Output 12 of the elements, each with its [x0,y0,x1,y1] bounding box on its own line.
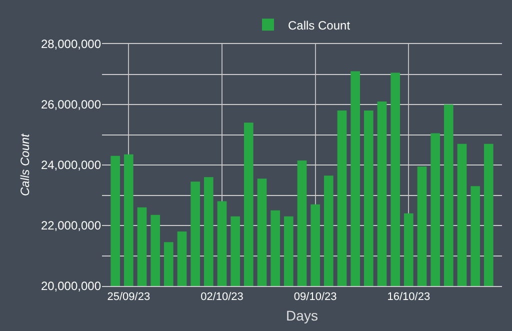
legend-label: Calls Count [288,18,351,32]
y-axis-title: Calls Count [18,133,32,196]
y-tick-label: 20,000,000 [40,279,102,294]
x-axis-title: Days [286,308,318,324]
x-tick-label: 25/09/23 [107,291,150,304]
x-tick-label: 16/10/23 [387,291,430,304]
y-tick-label: 26,000,000 [40,98,102,112]
y-tick-label: 22,000,000 [40,218,102,233]
x-tick-label: 02/10/23 [200,291,244,304]
y-tick-label: 28,000,000 [40,37,102,52]
x-tick-label: 09/10/23 [294,291,337,304]
y-tick-label: 24,000,000 [40,158,102,172]
